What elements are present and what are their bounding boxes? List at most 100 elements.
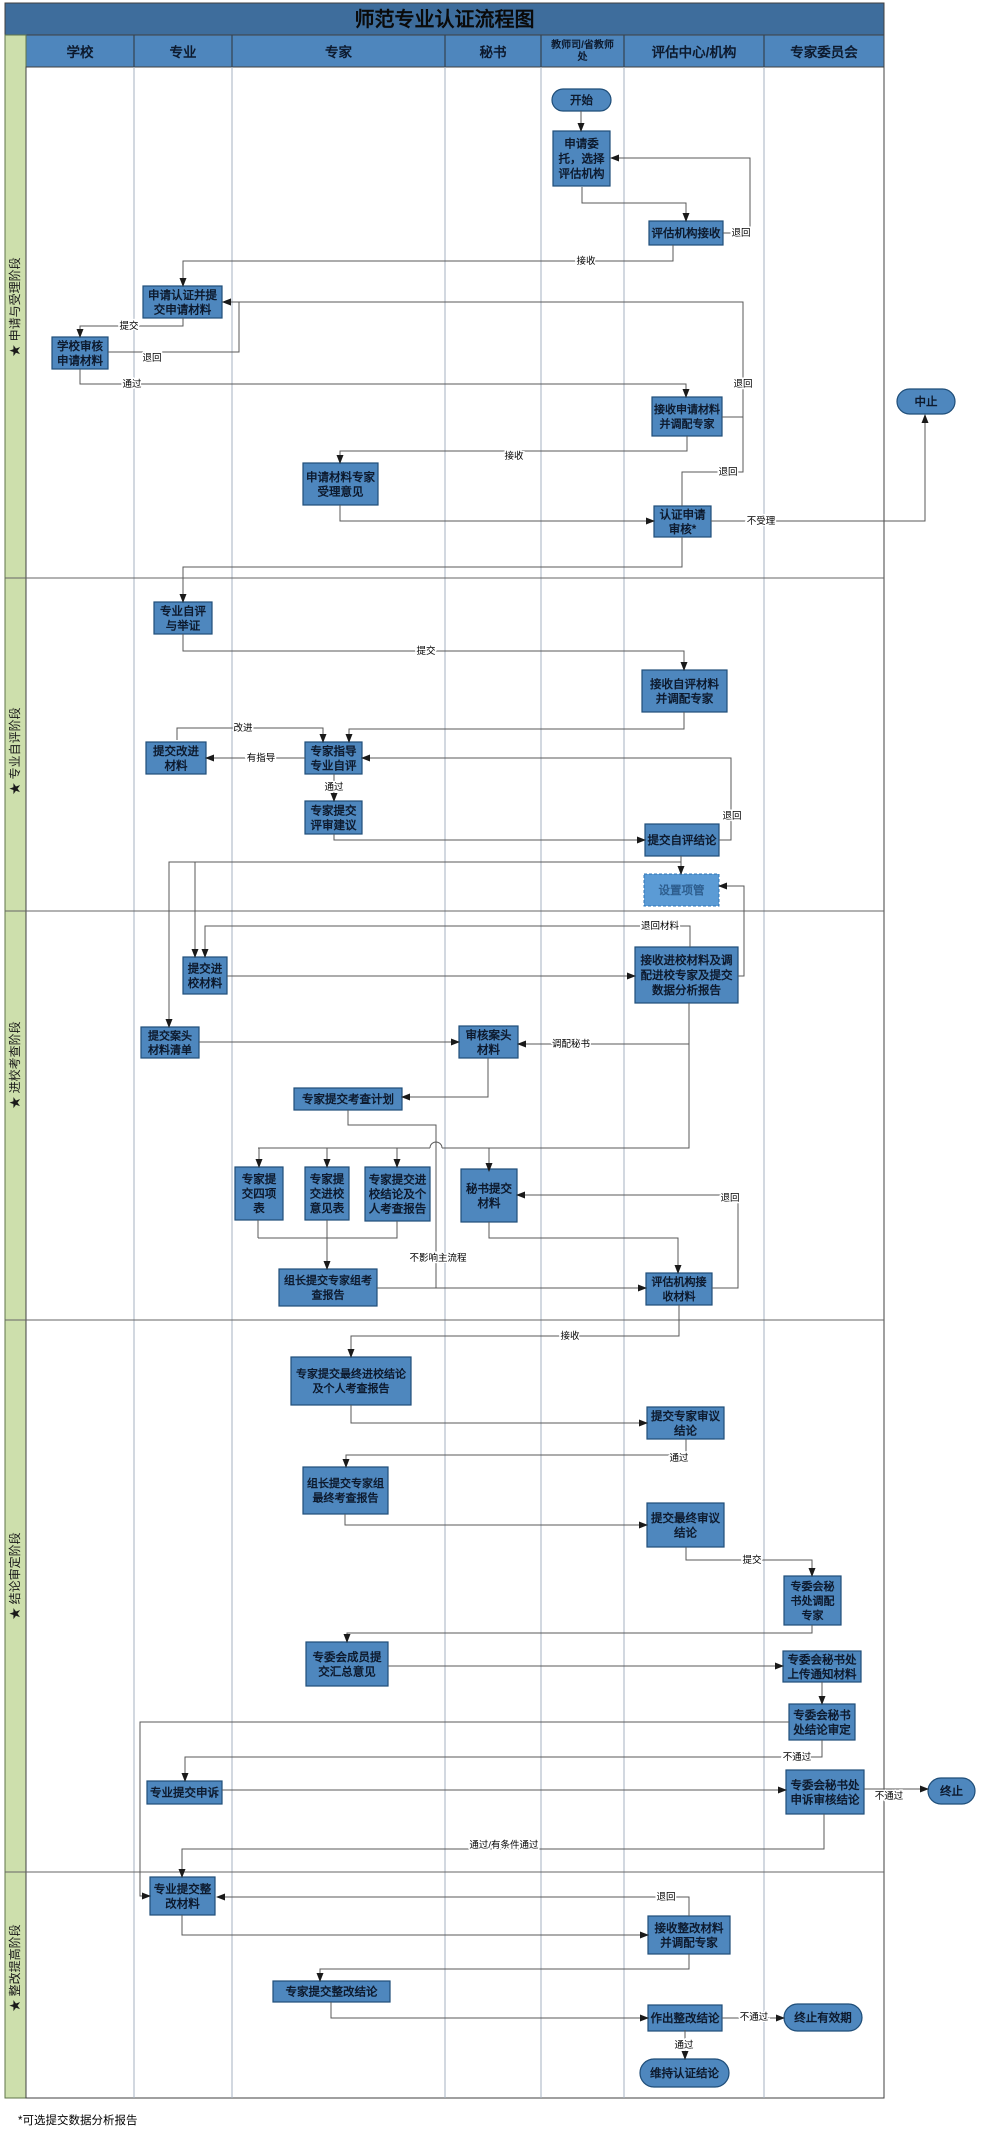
svg-text:申请材料: 申请材料 [57,353,103,367]
svg-text:提交: 提交 [119,320,139,332]
svg-text:结论: 结论 [673,1525,697,1539]
svg-text:不影响主流程: 不影响主流程 [409,1252,467,1264]
svg-text:不通过: 不通过 [875,1790,904,1802]
svg-text:意见表: 意见表 [310,1201,345,1215]
svg-text:设置项管: 设置项管 [659,883,705,897]
svg-text:秘书: 秘书 [480,44,507,60]
svg-text:维持认证结论: 维持认证结论 [650,2066,719,2080]
svg-text:组长提交专家组考: 组长提交专家组考 [284,1273,372,1287]
svg-text:★ 专业自评阶段: ★ 专业自评阶段 [7,707,22,794]
svg-text:专业提交整: 专业提交整 [154,1882,212,1896]
svg-text:接收整改材料: 接收整改材料 [655,1921,724,1935]
svg-text:改材料: 改材料 [165,1896,200,1910]
svg-text:材料: 材料 [477,1042,500,1056]
svg-text:有指导: 有指导 [247,752,276,764]
svg-text:专业自评: 专业自评 [311,758,357,772]
svg-text:教师司/省教师: 教师司/省教师 [550,38,614,51]
svg-text:收材料: 收材料 [663,1289,696,1303]
svg-text:上传通知材料: 上传通知材料 [788,1667,857,1681]
svg-text:退回: 退回 [722,811,741,822]
svg-text:不通过: 不通过 [783,1751,812,1763]
svg-text:专家提交: 专家提交 [311,803,357,817]
svg-text:学校: 学校 [67,44,94,60]
svg-text:专家提交进: 专家提交进 [369,1173,427,1187]
svg-text:不受理: 不受理 [747,515,776,527]
svg-text:师范专业认证流程图: 师范专业认证流程图 [355,7,535,31]
svg-text:专业自评: 专业自评 [160,604,206,618]
svg-text:并调配专家: 并调配专家 [656,691,714,705]
svg-text:退回: 退回 [720,1193,739,1204]
svg-text:结论: 结论 [673,1423,697,1437]
svg-text:专家提交考查计划: 专家提交考查计划 [302,1092,394,1106]
svg-text:专家委员会: 专家委员会 [790,44,858,60]
svg-text:接收: 接收 [576,255,596,267]
svg-text:申诉审核结论: 申诉审核结论 [791,1792,860,1806]
svg-text:评估机构接收: 评估机构接收 [652,226,721,240]
svg-text:书处调配: 书处调配 [791,1593,835,1607]
svg-text:申请委: 申请委 [564,137,599,151]
svg-text:★ 整改提高阶段: ★ 整改提高阶段 [7,1924,22,2011]
svg-text:申请认证并提: 申请认证并提 [148,288,217,302]
svg-text:改进: 改进 [233,722,253,734]
svg-text:材料: 材料 [165,758,188,772]
svg-text:提交进: 提交进 [188,961,223,975]
svg-text:专家提: 专家提 [310,1172,345,1186]
svg-text:提交: 提交 [742,1554,762,1566]
svg-text:学校审核: 学校审核 [57,339,103,353]
svg-text:专委会成员提: 专委会成员提 [313,1650,382,1664]
svg-text:退回材料: 退回材料 [641,920,680,932]
svg-text:专委会秘书: 专委会秘书 [793,1708,851,1722]
svg-text:材料清单: 材料清单 [148,1042,192,1056]
svg-text:人考查报告: 人考查报告 [369,1202,427,1216]
svg-text:★ 申请与受理阶段: ★ 申请与受理阶段 [7,257,22,356]
svg-text:专家提: 专家提 [242,1172,277,1186]
svg-text:专委会秘书处: 专委会秘书处 [791,1778,860,1792]
svg-text:专家: 专家 [802,1608,825,1622]
svg-text:接收自评材料: 接收自评材料 [650,677,719,691]
svg-text:认证申请: 认证申请 [660,507,706,521]
svg-text:专家提交最终进校结论: 专家提交最终进校结论 [296,1367,407,1381]
svg-text:调配秘书: 调配秘书 [552,1038,591,1050]
svg-text:评估机构接: 评估机构接 [652,1275,707,1289]
svg-text:退回: 退回 [656,1892,675,1903]
svg-text:专家: 专家 [325,44,352,60]
svg-text:接收进校材料及调: 接收进校材料及调 [641,953,733,967]
svg-text:专业: 专业 [170,44,197,60]
svg-text:处结论审定: 处结论审定 [792,1722,851,1736]
svg-text:专业提交申诉: 专业提交申诉 [150,1786,219,1800]
svg-text:★ 进校考查阶段: ★ 进校考查阶段 [7,1021,22,1108]
svg-text:接收: 接收 [560,1330,580,1342]
svg-text:退回: 退回 [142,353,161,364]
svg-text:并调配专家: 并调配专家 [660,1935,718,1949]
svg-text:并调配专家: 并调配专家 [660,417,716,431]
svg-text:与举证: 与举证 [166,618,201,632]
svg-text:终止有效期: 终止有效期 [794,2011,852,2025]
svg-text:作出整改结论: 作出整改结论 [651,2011,720,2025]
svg-text:开始: 开始 [570,93,593,107]
svg-text:查报告: 查报告 [312,1288,345,1302]
svg-text:及个人考查报告: 及个人考查报告 [313,1381,390,1395]
svg-text:提交最终审议: 提交最终审议 [651,1511,720,1525]
svg-text:表: 表 [252,1201,265,1215]
svg-text:交申请材料: 交申请材料 [154,302,212,316]
svg-text:不通过: 不通过 [740,2011,769,2023]
svg-text:通过: 通过 [122,378,142,390]
svg-text:提交: 提交 [416,645,436,657]
svg-text:退回: 退回 [718,467,737,478]
svg-text:审核*: 审核* [669,522,697,536]
svg-text:配进校专家及提交: 配进校专家及提交 [641,968,733,982]
svg-text:*可选提交数据分析报告: *可选提交数据分析报告 [18,2113,137,2127]
svg-text:退回: 退回 [731,228,750,239]
svg-text:★ 结论审定阶段: ★ 结论审定阶段 [7,1532,22,1619]
svg-text:审核案头: 审核案头 [466,1028,512,1042]
svg-text:接收申请材料: 接收申请材料 [654,402,720,416]
svg-text:托，选择: 托，选择 [559,152,605,166]
svg-text:提交专家审议: 提交专家审议 [651,1409,720,1423]
svg-text:专家指导: 专家指导 [311,744,357,758]
svg-text:通过: 通过 [324,781,344,793]
svg-text:评审建议: 评审建议 [311,818,357,832]
svg-text:退回: 退回 [733,379,752,390]
svg-text:交进校: 交进校 [310,1187,345,1201]
svg-text:终止: 终止 [940,1784,963,1798]
svg-text:通过: 通过 [674,2039,694,2051]
